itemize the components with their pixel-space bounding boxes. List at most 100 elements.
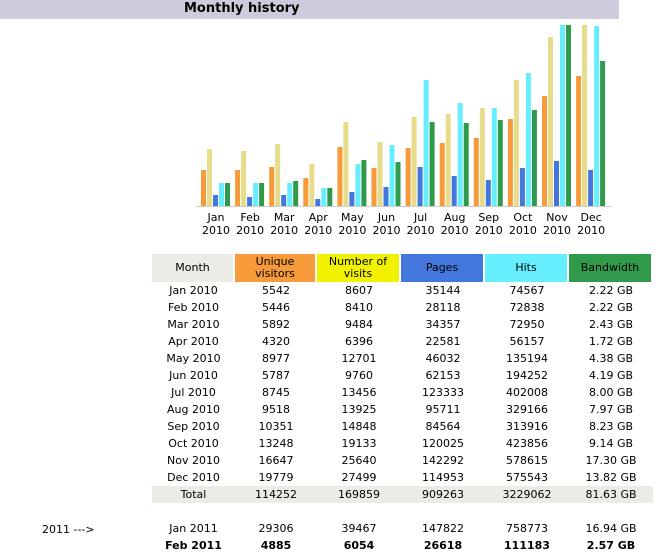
cell-unique-visitors: 4320 <box>262 335 290 348</box>
x-tick-year-2: 2010 <box>270 224 298 237</box>
spacer-cell <box>152 503 653 520</box>
section-title: Monthly history <box>184 1 300 16</box>
cell-total-visits: 169859 <box>317 486 401 503</box>
cell-month: May 2010 <box>166 352 221 365</box>
bar-pages-11 <box>588 170 594 206</box>
cell-visits: 13925 <box>341 403 377 416</box>
bar-bandwidth-1 <box>259 183 265 206</box>
bar-hits-1 <box>253 183 259 206</box>
section-header-bar: Monthly history <box>0 0 619 20</box>
cell-total-bandwidth: 81.63 GB <box>569 486 653 503</box>
bar-unique-visitors-6 <box>405 148 411 206</box>
table-row: Nov 2010 16647 25640 142292 578615 17.30 GB <box>152 452 653 469</box>
bar-bandwidth-0 <box>225 183 230 206</box>
bar-unique-visitors-5 <box>371 168 377 206</box>
cell-month: Apr 2010 <box>168 335 219 348</box>
bar-unique-visitors-8 <box>473 138 479 206</box>
bar-bandwidth-5 <box>395 162 401 206</box>
table-row: Jan 2010 5542 8607 35144 74567 2.22 GB <box>152 282 653 299</box>
cell-bandwidth: 13.82 GB <box>585 471 637 484</box>
cell-unique-visitors: 5892 <box>262 318 290 331</box>
bar-pages-4 <box>349 192 355 206</box>
cell-pages: 84564 <box>425 420 461 433</box>
bar-visits-6 <box>411 117 417 206</box>
cell-visits: 6054 <box>343 539 375 552</box>
table-row-current: Feb 2011 4885 6054 26618 111183 2.57 GB <box>152 537 653 554</box>
cell-pages: 28118 <box>425 301 461 314</box>
cell-hits: 72838 <box>509 301 545 314</box>
bar-unique-visitors-3 <box>303 178 309 206</box>
cell-unique-visitors: 5542 <box>262 284 290 297</box>
table-row: Aug 2010 9518 13925 95711 329166 7.97 GB <box>152 401 653 418</box>
monthly-history-table: Month Unique visitors Number of visits P… <box>152 254 653 554</box>
bar-hits-2 <box>287 183 293 206</box>
cell-hits: 758773 <box>506 522 548 535</box>
cell-bandwidth: 2.22 GB <box>588 301 634 314</box>
cell-hits: 329166 <box>506 403 548 416</box>
cell-bandwidth: 2.22 GB <box>588 284 634 297</box>
cell-bandwidth: 8.23 GB <box>588 420 634 433</box>
cell-month: Jan 2011 <box>169 522 218 535</box>
bar-visits-0 <box>207 149 212 206</box>
bar-visits-8 <box>479 108 485 206</box>
cell-hits: 74567 <box>509 284 545 297</box>
bar-hits-10 <box>560 25 565 206</box>
cell-month: Feb 2011 <box>165 539 222 552</box>
x-tick-month-11: Dec <box>580 211 601 224</box>
cell-visits: 8607 <box>345 284 373 297</box>
bar-pages-2 <box>281 195 287 206</box>
x-tick-year-6: 2010 <box>407 224 435 237</box>
bar-bandwidth-4 <box>361 160 367 206</box>
cell-hits: 72950 <box>509 318 545 331</box>
cell-total-pages: 909263 <box>401 486 485 503</box>
cell-unique-visitors: 5787 <box>262 369 290 382</box>
spacer-row <box>152 503 653 520</box>
cell-month: Nov 2010 <box>167 454 220 467</box>
cell-visits: 12701 <box>341 352 377 365</box>
bar-hits-4 <box>355 164 361 206</box>
x-tick-month-10: Nov <box>546 211 568 224</box>
x-tick-month-6: Jul <box>413 211 427 224</box>
cell-pages: 26618 <box>423 539 463 552</box>
bar-visits-10 <box>548 37 553 206</box>
x-tick-month-5: Jun <box>377 211 395 224</box>
cell-visits: 8410 <box>345 301 373 314</box>
bar-bandwidth-8 <box>497 120 503 206</box>
bar-hits-6 <box>423 80 429 206</box>
cell-unique-visitors: 8745 <box>262 386 290 399</box>
cell-visits: 25640 <box>341 454 377 467</box>
x-tick-year-1: 2010 <box>236 224 264 237</box>
x-tick-year-3: 2010 <box>304 224 332 237</box>
cell-bandwidth: 4.38 GB <box>588 352 634 365</box>
bar-visits-2 <box>275 144 281 206</box>
cell-month: Jan 2010 <box>169 284 218 297</box>
bar-unique-visitors-11 <box>576 76 582 206</box>
x-tick-year-5: 2010 <box>373 224 401 237</box>
header-month: Month <box>152 254 235 282</box>
table-row: Jun 2010 5787 9760 62153 194252 4.19 GB <box>152 367 653 384</box>
x-tick-month-7: Aug <box>444 211 465 224</box>
cell-month: Jul 2010 <box>171 386 216 399</box>
chart-svg: Jan2010Feb2010Mar2010Apr2010May2010Jun20… <box>196 25 612 237</box>
cell-pages: 22581 <box>425 335 461 348</box>
x-tick-month-9: Oct <box>513 211 533 224</box>
cell-pages: 123333 <box>422 386 464 399</box>
cell-unique-visitors: 8977 <box>262 352 290 365</box>
x-tick-month-2: Mar <box>274 211 295 224</box>
cell-bandwidth: 17.30 GB <box>585 454 637 467</box>
cell-bandwidth: 4.19 GB <box>588 369 634 382</box>
cell-visits: 9484 <box>345 318 373 331</box>
cell-visits: 9760 <box>345 369 373 382</box>
bar-unique-visitors-9 <box>507 119 513 206</box>
cell-unique-visitors: 29306 <box>258 522 294 535</box>
total-row: Total 114252 169859 909263 3229062 81.63 GB <box>152 486 653 503</box>
cell-pages: 142292 <box>422 454 464 467</box>
bar-pages-3 <box>315 199 321 206</box>
bar-bandwidth-9 <box>531 110 537 206</box>
table-row: Jul 2010 8745 13456 123333 402008 8.00 GB <box>152 384 653 401</box>
monthly-history-chart: Jan 2010 Feb 2010 Mar 2010 Apr 2010 May 2010 Jun 20… <box>0 0 666 250</box>
cell-pages: 46032 <box>425 352 461 365</box>
table-row: Mar 2010 5892 9484 34357 72950 2.43 GB <box>152 316 653 333</box>
bar-visits-5 <box>377 142 383 206</box>
cell-hits: 135194 <box>506 352 548 365</box>
